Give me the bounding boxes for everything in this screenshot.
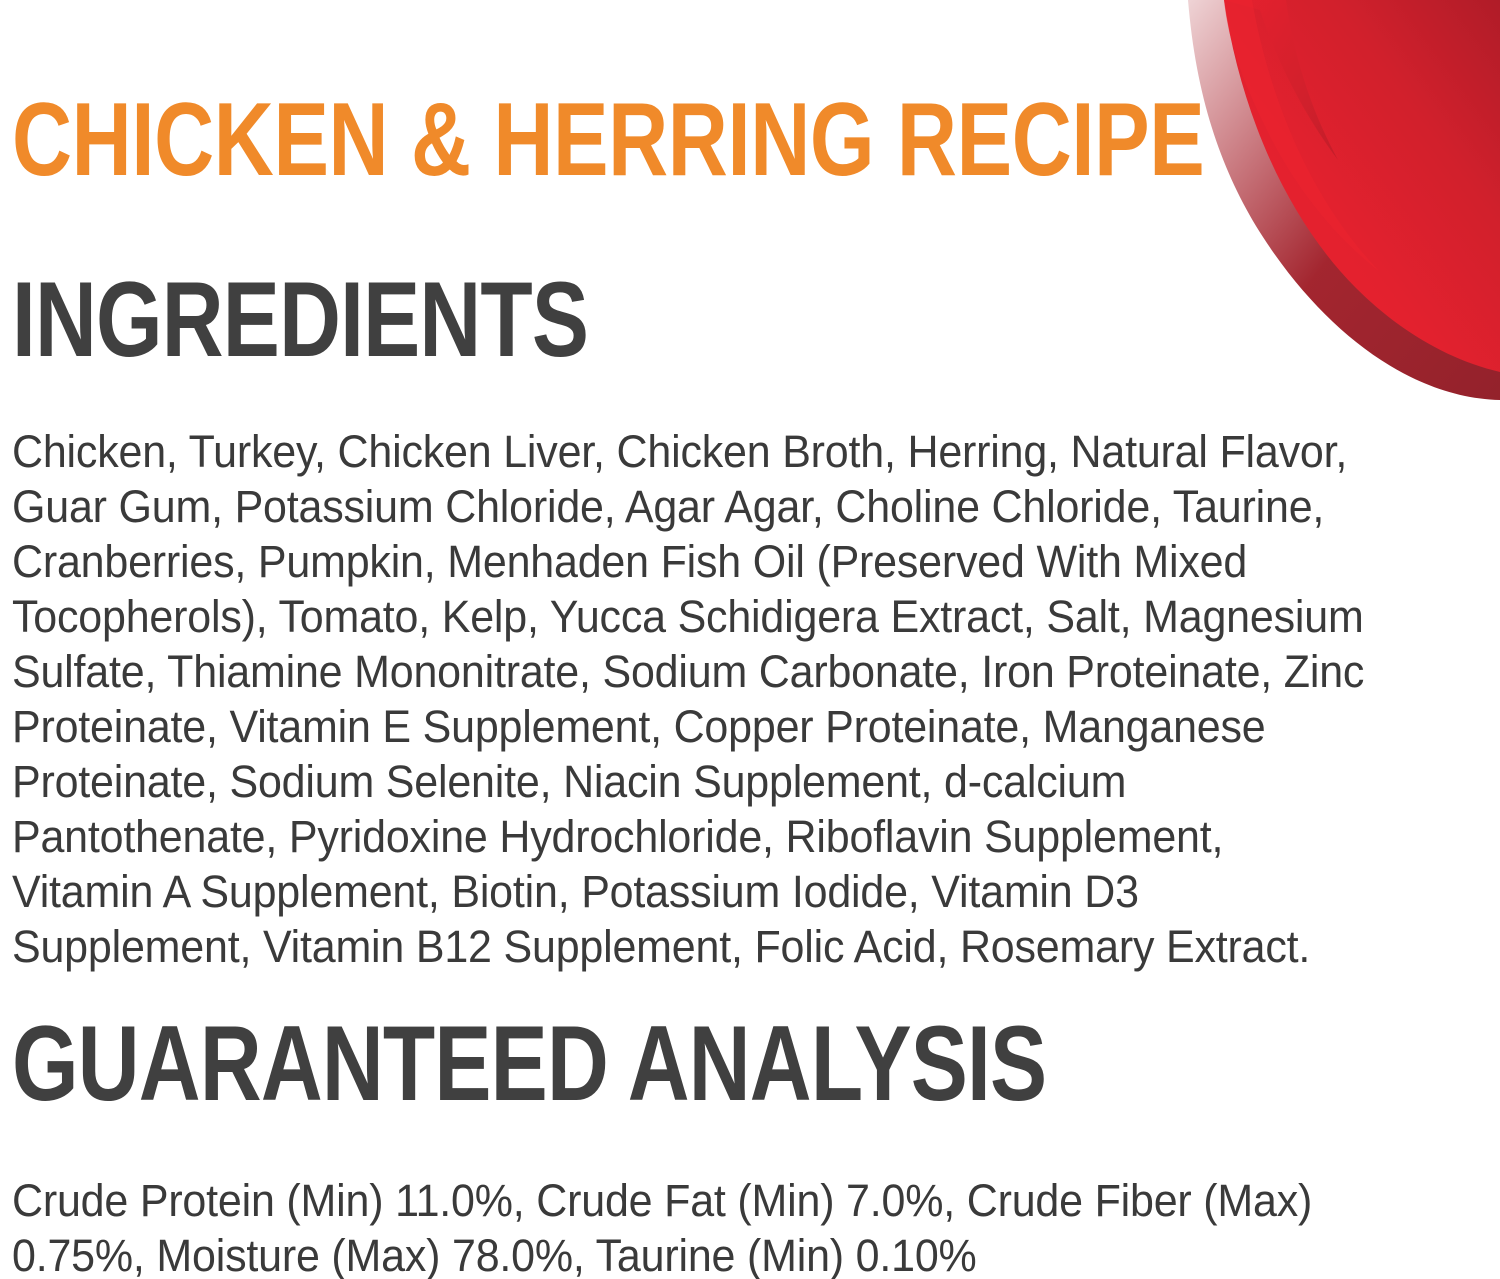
- guaranteed-analysis-text: Crude Protein (Min) 11.0%, Crude Fat (Mi…: [12, 1175, 1313, 1279]
- red-swoosh-icon: [1188, 0, 1500, 400]
- ingredients-heading: INGREDIENTS: [12, 259, 589, 379]
- ingredients-list-text: Chicken, Turkey, Chicken Liver, Chicken …: [12, 426, 1365, 972]
- page-title: CHICKEN & HERRING RECIPE: [12, 82, 1205, 198]
- guaranteed-analysis-heading: GUARANTEED ANALYSIS: [12, 1003, 1047, 1123]
